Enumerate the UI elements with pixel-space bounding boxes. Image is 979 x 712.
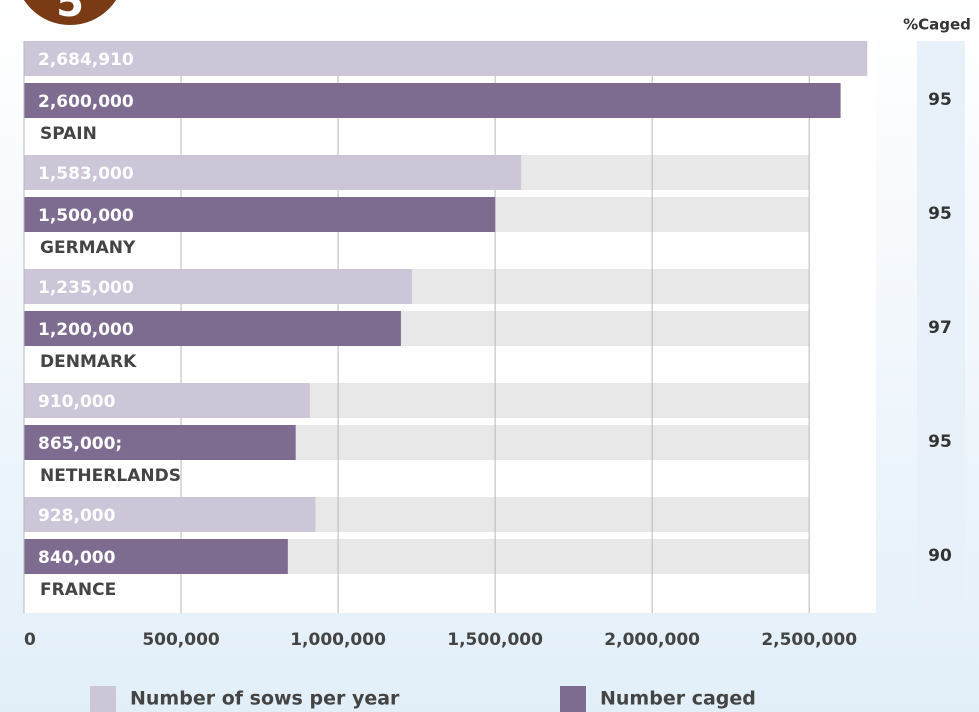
- bar-value-label: 1,583,000: [38, 164, 134, 184]
- bar-value-label: 2,600,000: [38, 92, 134, 112]
- category-label: DENMARK: [40, 352, 137, 372]
- x-tick-label: 0: [24, 630, 36, 650]
- bar: [24, 197, 496, 232]
- bar: [24, 539, 288, 574]
- x-tick-label: 1,000,000: [290, 630, 386, 650]
- bar-value-label: 1,500,000: [38, 206, 134, 226]
- badge-number: 5: [56, 0, 84, 26]
- category-label: GERMANY: [40, 238, 136, 258]
- category-label: FRANCE: [40, 580, 116, 600]
- pct-title: %Caged: [903, 16, 971, 34]
- bar: [24, 41, 868, 76]
- pct-caged-value: 95: [928, 432, 952, 452]
- bar-value-label: 1,200,000: [38, 320, 134, 340]
- x-tick-label: 2,500,000: [761, 630, 857, 650]
- pct-caged-value: 90: [928, 546, 952, 566]
- legend-label: Number of sows per year: [130, 688, 400, 710]
- x-tick-label: 2,000,000: [604, 630, 700, 650]
- bar: [24, 497, 316, 532]
- x-tick-label: 1,500,000: [447, 630, 543, 650]
- pct-caged-value: 97: [928, 318, 952, 338]
- bar-value-label: 2,684,910: [38, 50, 134, 70]
- x-tick-label: 500,000: [142, 630, 220, 650]
- bar-value-label: 1,235,000: [38, 278, 134, 298]
- bar-value-label: 840,000: [38, 548, 116, 568]
- badge: [23, 0, 117, 25]
- bar: [24, 83, 841, 118]
- bar: [24, 425, 296, 460]
- bar-value-label: 910,000: [38, 392, 116, 412]
- bar: [24, 155, 522, 190]
- pct-caged-value: 95: [928, 204, 952, 224]
- pct-caged-value: 95: [928, 90, 952, 110]
- legend-label: Number caged: [600, 688, 756, 710]
- legend-swatch: [560, 686, 586, 712]
- bar-value-label: 928,000: [38, 506, 116, 526]
- bar: [24, 269, 412, 304]
- category-label: NETHERLANDS: [40, 466, 181, 486]
- legend-swatch: [90, 686, 116, 712]
- bar: [24, 383, 310, 418]
- category-label: SPAIN: [40, 124, 97, 144]
- pct-column: [917, 41, 965, 613]
- bar-value-label: 865,000;: [38, 434, 122, 454]
- bar: [24, 311, 401, 346]
